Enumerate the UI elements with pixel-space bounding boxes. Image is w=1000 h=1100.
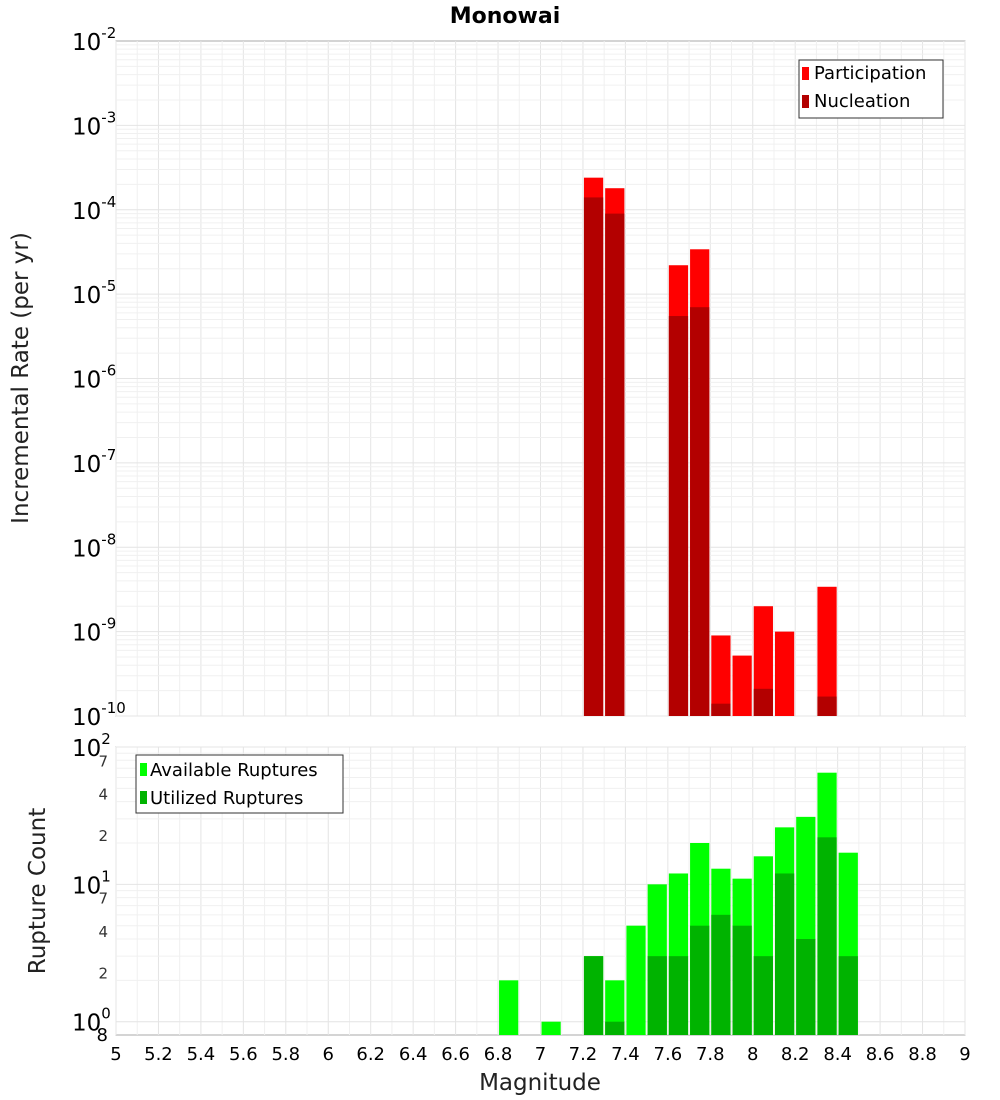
bar-nucleation-2 [668,316,689,716]
top-y-tick-label: 10-5 [72,277,116,309]
chart-title: Monowai [450,4,561,29]
x-tick-label: 7 [535,1044,546,1065]
x-tick-label: 6 [323,1044,334,1065]
bar-utilized-ruptures-6 [732,925,752,1035]
top-panel: 10-10 10-9 10-8 10-7 10-6 10-5 10-4 10-3 10-2 In… [8,24,966,731]
bar-available-ruptures-4 [626,925,646,1035]
x-tick-label: 6.6 [441,1044,470,1065]
bar-utilized-ruptures-2 [647,956,667,1035]
bar-utilized-ruptures-3 [668,956,689,1035]
bar-available-ruptures-3 [605,980,625,1035]
x-tick-label: 7.2 [569,1044,598,1065]
bottom-y-minor-tick: 2 [98,964,108,982]
bottom-legend: Available Ruptures Utilized Ruptures [135,754,344,814]
top-y-tick-label: 10-4 [72,193,116,225]
top-legend-box [798,59,944,119]
legend-swatch-nucleation [802,95,809,108]
top-gridlines [115,41,966,717]
top-y-axis-label: Incremental Rate (per yr) [8,232,34,524]
bar-utilized-ruptures-4 [690,925,710,1035]
top-y-tick-label: 10-6 [72,362,116,394]
x-tick-label: 8.2 [781,1044,810,1065]
bar-participation-6 [753,606,773,716]
x-tick-label: 7.8 [696,1044,725,1065]
x-tick-label: 7.6 [654,1044,683,1065]
bar-nucleation-1 [605,213,625,717]
bar-nucleation-0 [583,197,604,717]
x-tick-label: 6.4 [399,1044,428,1065]
bottom-bars [499,772,858,1035]
bottom-y-minor-tick: 8 [97,1025,108,1046]
bottom-y-minor-tick: 7 [98,890,108,908]
bar-available-ruptures-0 [499,980,519,1035]
bar-nucleation-4 [711,703,731,716]
x-tick-label: 5 [110,1044,121,1065]
top-y-tick-label: 10-7 [72,446,116,478]
top-y-tick-label: 10-8 [72,530,116,562]
x-tick-label: 8.8 [908,1044,937,1065]
bar-utilized-ruptures-11 [838,956,858,1035]
bottom-y-minor-tick: 4 [98,923,108,941]
bar-nucleation-6 [817,696,837,716]
bar-utilized-ruptures-7 [753,956,773,1035]
x-axis-label: Magnitude [479,1070,601,1096]
legend-swatch-utilized [140,791,147,804]
bottom-y-ticks: 100 101 102 8 2 4 7 2 4 7 [72,730,111,1046]
bottom-y-major-tick: 102 [72,730,111,762]
bottom-y-minor-tick: 2 [98,827,108,845]
bar-nucleation-5 [753,688,773,716]
legend-label-utilized: Utilized Ruptures [150,788,303,809]
bottom-panel: 100 101 102 8 2 4 7 2 4 7 5 5.2 5.4 5.6 5.8 6 6.2 6.4 6.6… [25,730,971,1096]
bar-available-ruptures-1 [541,1021,561,1035]
bottom-y-major-tick: 101 [72,867,111,899]
x-tick-label: 5.6 [229,1044,258,1065]
bottom-y-minor-tick: 4 [98,786,108,804]
bar-participation-5 [732,655,752,716]
x-tick-label: 8.6 [866,1044,895,1065]
x-tick-label: 9 [959,1044,970,1065]
legend-label-available: Available Ruptures [150,760,318,781]
top-legend: Participation Nucleation [798,59,944,119]
top-y-tick-label: 10-10 [72,699,126,731]
x-tick-label: 8 [747,1044,758,1065]
top-y-tick-label: 10-3 [72,108,116,140]
bar-utilized-ruptures-10 [817,837,837,1035]
bar-nucleation-3 [690,307,710,716]
bottom-y-major-tick: 100 [72,1005,111,1037]
x-tick-label: 5.4 [187,1044,216,1065]
bar-utilized-ruptures-5 [711,914,731,1035]
x-tick-label: 6.8 [484,1044,513,1065]
x-tick-label: 7.4 [611,1044,640,1065]
x-tick-label: 6.2 [356,1044,385,1065]
legend-label-nucleation: Nucleation [814,91,910,112]
top-y-tick-label: 10-2 [72,24,116,56]
bar-utilized-ruptures-8 [774,873,795,1035]
legend-swatch-participation [802,67,809,80]
top-y-tick-label: 10-9 [72,615,116,647]
bottom-x-ticks: 5 5.2 5.4 5.6 5.8 6 6.2 6.4 6.6 6.8 7 7.2 7.4 7.6 7.8 8… [110,1044,970,1065]
bottom-y-axis-label: Rupture Count [25,808,51,974]
bar-utilized-ruptures-1 [605,1021,625,1035]
legend-swatch-available [140,763,147,776]
bar-participation-4 [711,635,731,716]
bar-participation-7 [774,631,795,716]
x-tick-label: 8.4 [823,1044,852,1065]
bottom-legend-box [135,754,344,814]
bottom-y-minor-tick: 7 [98,752,108,770]
legend-label-participation: Participation [814,63,926,84]
x-tick-label: 5.8 [271,1044,300,1065]
top-bars [583,177,837,717]
bar-participation-8 [817,586,837,716]
bar-utilized-ruptures-0 [583,956,604,1035]
x-tick-label: 5.2 [144,1044,173,1065]
top-y-ticks: 10-10 10-9 10-8 10-7 10-6 10-5 10-4 10-3 10-2 [72,24,126,731]
bar-utilized-ruptures-9 [796,939,816,1035]
